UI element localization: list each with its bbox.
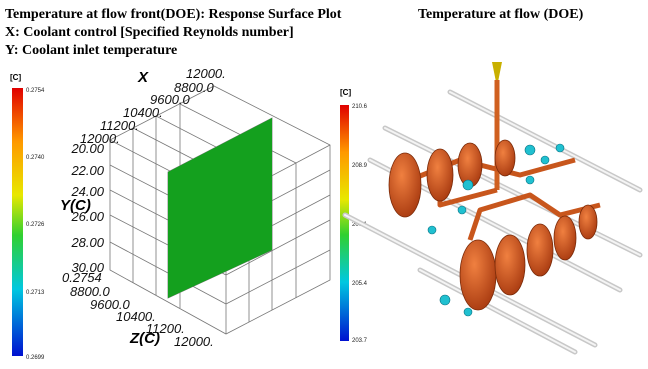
- colorbar-label: 0.2713: [26, 290, 45, 296]
- colorbar-label: 203.7: [352, 338, 368, 344]
- colorbar-label: 205.4: [352, 281, 368, 287]
- z-tick-label: 12000.: [174, 334, 214, 349]
- y-tick-label: 26.00: [70, 209, 104, 224]
- right-title: Temperature at flow (DOE): [418, 7, 584, 22]
- x-label: X: Coolant control [Specified Reynolds n…: [5, 25, 294, 40]
- x-axis-title: X: [137, 69, 149, 86]
- colorbar-label: 0.2699: [26, 355, 45, 361]
- colorbar-label: 0.2754: [26, 88, 45, 94]
- screenshot: Temperature at flow front(DOE): Response…: [0, 0, 648, 369]
- colorbar: [340, 105, 349, 341]
- colorbar-label: 0.2726: [26, 222, 45, 228]
- y-label: Y: Coolant inlet temperature: [5, 43, 177, 58]
- mold-model: [345, 62, 640, 352]
- response-surface: [168, 118, 272, 298]
- left-title: Temperature at flow front(DOE): Response…: [5, 7, 342, 22]
- colorbar-unit: [C]: [10, 73, 21, 82]
- colorbar-label: 208.9: [352, 163, 368, 169]
- colorbar-labels: 0.2754 0.2740 0.2726 0.2713 0.2699: [26, 88, 45, 361]
- colorbar-unit: [C]: [340, 88, 351, 97]
- z-tick-label: 0.2754: [62, 270, 102, 285]
- y-tick-label: 22.00: [70, 163, 104, 178]
- colorbar: [12, 88, 23, 356]
- y-tick-label: 20.00: [70, 141, 104, 156]
- y-tick-label: 28.00: [70, 235, 104, 250]
- colorbar-label: 210.6: [352, 104, 368, 110]
- colorbar-label: 0.2740: [26, 155, 45, 161]
- x-tick-label: 12000.: [186, 66, 226, 81]
- y-tick-label: 24.00: [70, 184, 104, 199]
